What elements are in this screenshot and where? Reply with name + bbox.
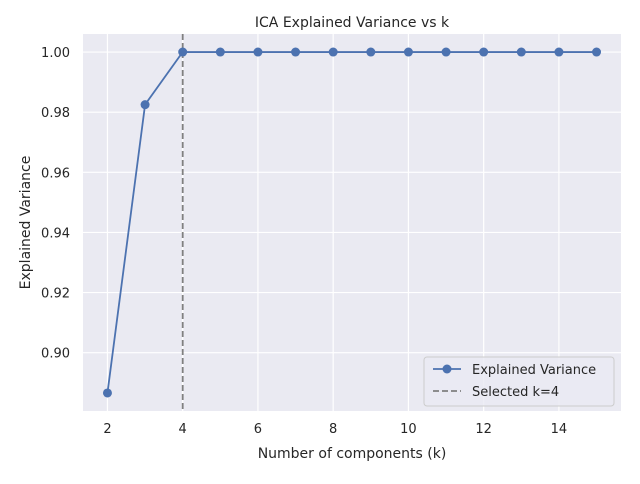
y-tick-label: 0.90 — [41, 347, 70, 362]
grid — [83, 34, 621, 411]
x-tick-label: 10 — [400, 422, 417, 437]
legend-vline-label: Selected k=4 — [472, 385, 559, 400]
data-point — [178, 47, 188, 57]
data-point — [291, 47, 301, 57]
data-point — [102, 388, 112, 398]
data-point — [366, 47, 376, 57]
y-tick-label: 0.98 — [41, 106, 70, 121]
data-point — [516, 47, 526, 57]
tick-labels: 2 4 6 8 10 12 14 0.90 0.92 0.94 0.96 0.98 1.00 — [41, 46, 567, 437]
legend-series-label: Explained Variance — [472, 363, 596, 378]
x-tick-label: 4 — [179, 422, 187, 437]
y-tick-label: 0.96 — [41, 166, 70, 181]
data-point — [479, 47, 489, 57]
y-tick-label: 0.94 — [41, 226, 70, 241]
y-tick-label: 1.00 — [41, 46, 70, 61]
x-axis-label: Number of components (k) — [258, 446, 447, 462]
data-point — [441, 47, 451, 57]
legend-box — [423, 356, 615, 407]
plot-area — [83, 34, 621, 411]
x-tick-label: 14 — [551, 422, 568, 437]
data-point — [328, 47, 338, 57]
x-tick-label: 2 — [103, 422, 111, 437]
data-point — [554, 47, 564, 57]
y-tick-label: 0.92 — [41, 287, 70, 302]
x-tick-label: 8 — [329, 422, 337, 437]
x-tick-label: 12 — [475, 422, 492, 437]
data-point — [592, 47, 602, 57]
data-point — [140, 100, 150, 110]
data-point — [253, 47, 263, 57]
legend-series-marker — [442, 364, 452, 374]
legend: Explained Variance Selected k=4 — [423, 356, 615, 407]
series-line — [106, 51, 597, 394]
data-point — [215, 47, 225, 57]
y-axis-label: Explained Variance — [18, 156, 34, 290]
chart-title: ICA Explained Variance vs k — [255, 15, 450, 31]
series-layer — [102, 47, 602, 398]
x-tick-label: 6 — [254, 422, 262, 437]
data-point — [403, 47, 413, 57]
